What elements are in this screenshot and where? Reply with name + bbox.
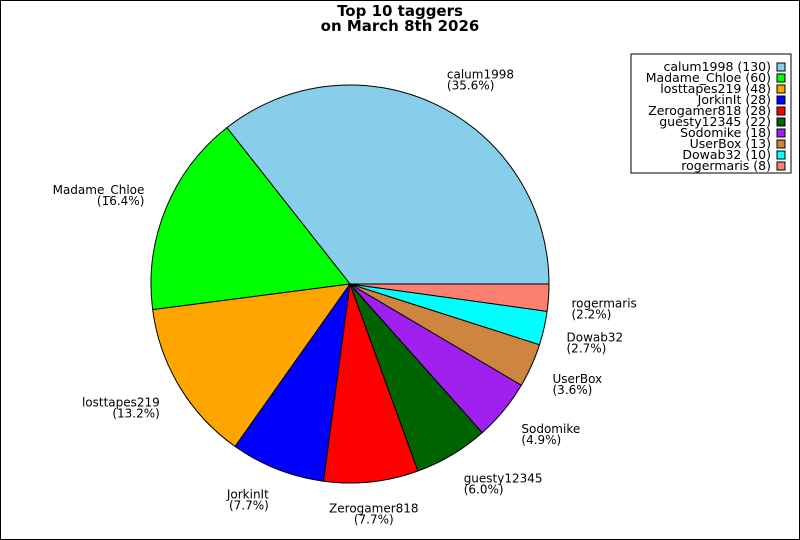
legend-entry-label: Zerogamer818 (28): [648, 103, 771, 118]
slice-percent-label: (7.7%): [354, 513, 394, 527]
legend-swatch: [776, 150, 786, 160]
legend-swatch: [776, 139, 786, 149]
slice-percent-label: (2.7%): [567, 341, 607, 355]
slice-name-label: Dowab32: [567, 330, 624, 344]
legend-swatch: [776, 95, 786, 105]
slice-percent-label: (3.6%): [553, 383, 593, 397]
slice-percent-label: (6.0%): [464, 483, 504, 497]
pie-slice-calum1998: [226, 84, 550, 285]
legend-entry-label: Madame_Chloe (60): [646, 70, 771, 85]
slice-name-label: losttapes219: [82, 396, 160, 410]
chart-title-line-1: Top 10 taggers: [337, 2, 463, 20]
pie-slice-jorkinit: [234, 283, 351, 482]
legend-swatch: [776, 106, 786, 116]
pie-slice-rogermaris: [349, 283, 550, 312]
legend-swatch: [776, 128, 786, 138]
legend-entry-label: rogermaris (8): [681, 158, 771, 173]
slice-name-label: rogermaris: [572, 296, 637, 310]
pie-slice-zerogamer818: [322, 283, 419, 484]
slice-labels: calum1998(35.6%) Madame_Chloe(16.4%) lostt…: [53, 67, 637, 526]
legend-entry-label: losttapes219 (48): [660, 81, 771, 96]
slice-percent-label: (13.2%): [112, 407, 159, 421]
slice-name-label: Sodomike: [521, 422, 580, 436]
legend: calum1998 (130)Madame_Chloe (60)losttape…: [630, 53, 792, 174]
legend-entry-label: Dowab32 (10): [682, 147, 771, 162]
slice-name-label: calum1998: [447, 67, 514, 81]
legend-swatch: [776, 73, 786, 83]
pie-slice-losttapes219: [152, 283, 352, 448]
slice-name-label: Zerogamer818: [329, 502, 419, 516]
slice-name-label: Madame_Chloe: [53, 183, 145, 197]
chart-title-line-2: on March 8th 2026: [321, 17, 480, 35]
legend-swatch: [776, 62, 786, 72]
legend-box: [630, 53, 792, 174]
legend-swatch: [776, 161, 786, 171]
legend-entry-label: calum1998 (130): [663, 59, 771, 74]
slice-percent-label: (35.6%): [447, 78, 494, 92]
pie-slices: [150, 84, 550, 484]
legend-swatch: [776, 117, 786, 127]
slice-name-label: UserBox: [553, 372, 603, 386]
slice-percent-label: (2.2%): [572, 307, 612, 321]
legend-swatch: [776, 84, 786, 94]
legend-entry-label: guesty12345 (22): [659, 114, 771, 129]
legend-entry-label: Sodomike (18): [680, 125, 771, 140]
slice-name-label: JorkinIt: [226, 488, 269, 502]
pie-slice-madame-chloe: [150, 126, 351, 311]
slice-name-label: guesty12345: [464, 472, 543, 486]
slice-percent-label: (7.7%): [229, 499, 269, 513]
slice-percent-label: (16.4%): [97, 194, 144, 208]
slice-percent-label: (4.9%): [521, 433, 561, 447]
legend-entry-label: UserBox (13): [690, 136, 771, 151]
legend-entry-label: JorkinIt (28): [697, 92, 771, 107]
